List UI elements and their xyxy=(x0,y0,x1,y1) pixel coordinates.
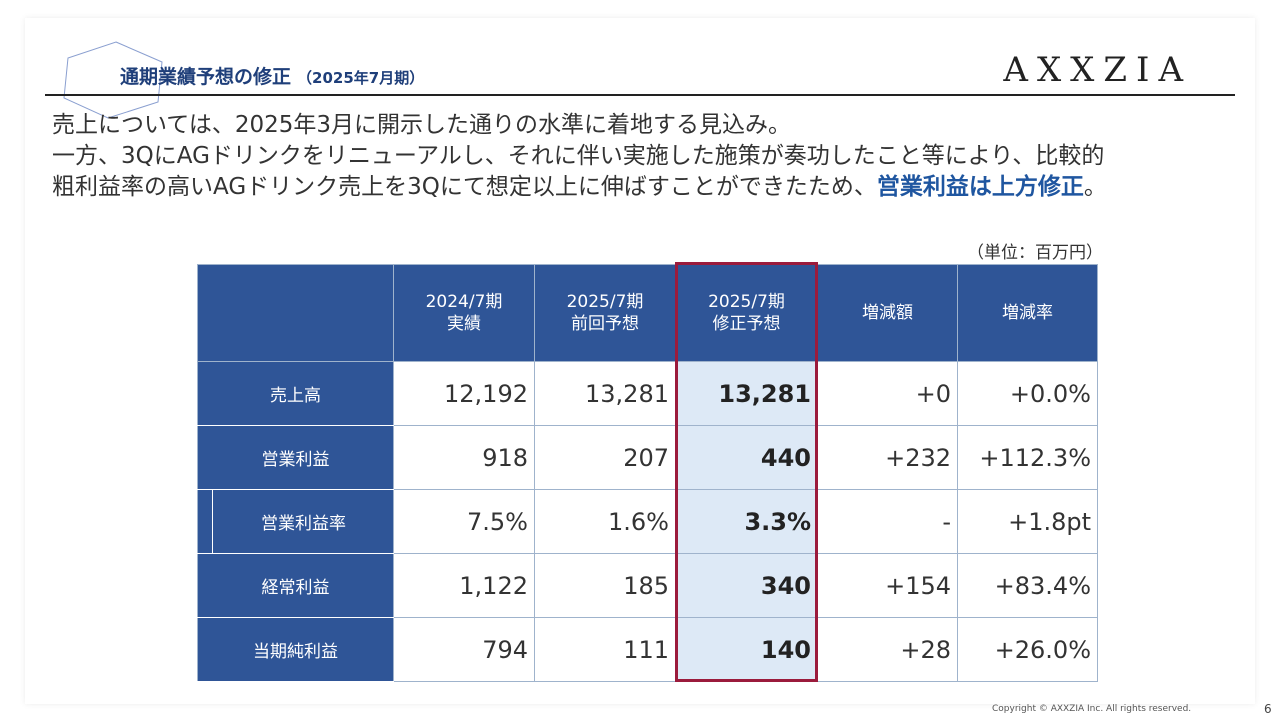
page-title: 通期業績予想の修正 （2025年7月期） xyxy=(120,62,424,89)
header-previous-forecast: 2025/7期 前回予想 xyxy=(534,264,676,362)
cell-previous: 1.6% xyxy=(534,489,676,554)
row-label: 営業利益 xyxy=(197,425,394,490)
cell-diff: +0 xyxy=(817,361,958,426)
cell-diff: +232 xyxy=(817,425,958,490)
cell-rate: +83.4% xyxy=(957,553,1098,618)
header-change-rate: 増減率 xyxy=(957,264,1098,362)
row-label: 当期純利益 xyxy=(197,617,394,682)
header-revised-forecast: 2025/7期 修正予想 xyxy=(675,264,818,362)
cell-previous: 13,281 xyxy=(534,361,676,426)
intro-line-3-post: 。 xyxy=(1083,174,1107,200)
cell-rate: +112.3% xyxy=(957,425,1098,490)
page-number: 6 xyxy=(1264,702,1272,716)
cell-rate: +0.0% xyxy=(957,361,1098,426)
company-logo: AXXZIA xyxy=(1003,50,1192,90)
cell-revised: 440 xyxy=(675,425,818,490)
cell-diff: +154 xyxy=(817,553,958,618)
cell-rate: +26.0% xyxy=(957,617,1098,682)
table-row: 営業利益 918 207 440 +232 +112.3% xyxy=(197,425,1098,490)
table-row: 経常利益 1,122 185 340 +154 +83.4% xyxy=(197,553,1098,618)
cell-revised: 3.3% xyxy=(675,489,818,554)
table-row: 当期純利益 794 111 140 +28 +26.0% xyxy=(197,617,1098,682)
cell-revised: 140 xyxy=(675,617,818,682)
forecast-table: 2024/7期 実績 2025/7期 前回予想 2025/7期 修正予想 増減額 増減… xyxy=(197,264,1098,682)
intro-line-3-pre: 粗利益率の高いAGドリンク売上を3Qにて想定以上に伸ばすことができたため、 xyxy=(52,174,877,200)
intro-line-1: 売上については、2025年3月に開示した通りの水準に着地する見込み。 xyxy=(52,112,792,138)
header-line: 実績 xyxy=(447,314,481,334)
cell-actual: 1,122 xyxy=(393,553,535,618)
header-line: 修正予想 xyxy=(712,314,781,334)
cell-diff: +28 xyxy=(817,617,958,682)
intro-highlight: 営業利益は上方修正 xyxy=(876,174,1084,200)
cell-diff: - xyxy=(817,489,958,554)
title-subtitle: （2025年7月期） xyxy=(297,69,425,87)
cell-actual: 794 xyxy=(393,617,535,682)
intro-line-2: 一方、3QにAGドリンクをリニューアルし、それに伴い実施した施策が奏功したこと等… xyxy=(52,143,1105,169)
copyright-text: Copyright © AXXZIA Inc. All rights reser… xyxy=(992,704,1192,714)
table-row: 売上高 12,192 13,281 13,281 +0 +0.0% xyxy=(197,361,1098,426)
unit-label: （単位：百万円） xyxy=(967,243,1103,263)
header-line: 2025/7期 xyxy=(708,292,785,312)
intro-line-3: 粗利益率の高いAGドリンク売上を3Qにて想定以上に伸ばすことができたため、営業利… xyxy=(52,172,1107,203)
cell-previous: 185 xyxy=(534,553,676,618)
header-line: 2025/7期 xyxy=(566,292,644,312)
header-divider xyxy=(45,94,1235,96)
cell-revised: 13,281 xyxy=(675,361,818,426)
cell-actual: 7.5% xyxy=(393,489,535,554)
cell-actual: 12,192 xyxy=(393,361,535,426)
intro-text: 売上については、2025年3月に開示した通りの水準に着地する見込み。 一方、3Q… xyxy=(52,110,1107,203)
table-header-row: 2024/7期 実績 2025/7期 前回予想 2025/7期 修正予想 増減額 増減… xyxy=(197,264,1098,362)
row-label: 売上高 xyxy=(197,361,394,426)
header-line: 2024/7期 xyxy=(425,292,503,312)
row-label: 経常利益 xyxy=(197,553,394,618)
cell-previous: 207 xyxy=(534,425,676,490)
cell-actual: 918 xyxy=(393,425,535,490)
header-corner xyxy=(197,264,394,362)
hexagon-decoration-icon xyxy=(63,41,163,119)
cell-rate: +1.8pt xyxy=(957,489,1098,554)
title-main: 通期業績予想の修正 xyxy=(120,66,292,88)
cell-revised: 340 xyxy=(675,553,818,618)
cell-previous: 111 xyxy=(534,617,676,682)
header-change-amount: 増減額 xyxy=(817,264,958,362)
row-label-sub: 営業利益率 xyxy=(197,489,394,554)
header-line: 前回予想 xyxy=(571,314,639,334)
header-actual-2024: 2024/7期 実績 xyxy=(393,264,535,362)
table-row: 営業利益率 7.5% 1.6% 3.3% - +1.8pt xyxy=(197,489,1098,554)
